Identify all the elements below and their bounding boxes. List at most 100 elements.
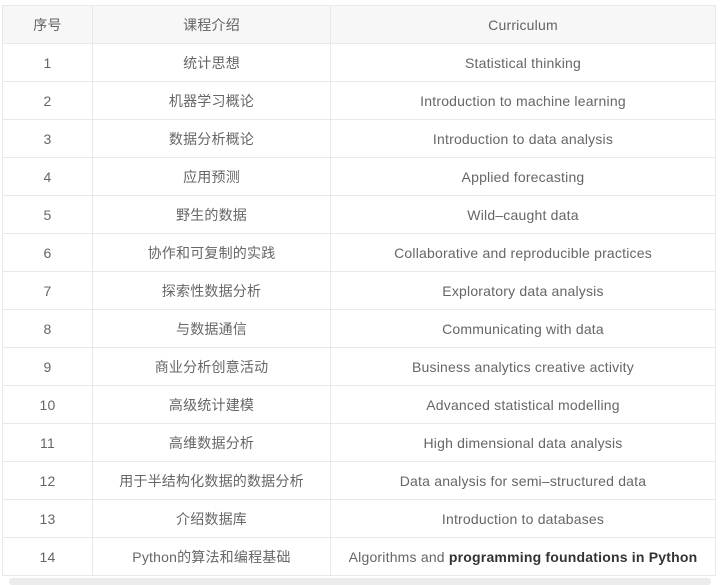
row-number-cell: 10 xyxy=(2,385,93,424)
row-number-cell-text: 9 xyxy=(43,358,52,375)
course-zh-cell: 与数据通信 xyxy=(92,309,331,348)
row-number-cell-text: 14 xyxy=(39,548,56,565)
course-zh-cell-text: 应用预测 xyxy=(183,168,240,185)
course-en-cell-text: Collaborative and reproducible practices xyxy=(394,244,652,261)
course-en-cell-text: Exploratory data analysis xyxy=(442,282,604,299)
course-zh-cell-text: 与数据通信 xyxy=(176,320,247,337)
course-zh-cell: 高维数据分析 xyxy=(92,423,331,462)
row-number-cell-text: 2 xyxy=(43,92,52,109)
course-en-cell-text: Introduction to data analysis xyxy=(432,130,614,147)
course-en-cell: Advanced statistical modelling xyxy=(330,385,716,424)
course-zh-cell-text: 商业分析创意活动 xyxy=(154,358,269,375)
course-en-cell: Exploratory data analysis xyxy=(330,271,716,310)
table-row: 13 介绍数据库 Introduction to databases xyxy=(2,499,716,538)
course-zh-cell: 野生的数据 xyxy=(92,195,331,234)
row-number-cell-text: 5 xyxy=(43,206,52,223)
row-number-cell: 8 xyxy=(2,309,93,348)
header-cell-curriculum: Curriculum xyxy=(330,5,716,44)
course-zh-cell: 介绍数据库 xyxy=(92,499,331,538)
row-number-cell-text: 6 xyxy=(43,244,52,261)
row-number-cell: 2 xyxy=(2,81,93,120)
row-number-cell: 11 xyxy=(2,423,93,462)
curriculum-table-grid: 序号 课程介绍 Curriculum 1 统计思想 Statistical thin… xyxy=(2,5,716,576)
course-en-cell: Introduction to databases xyxy=(330,499,716,538)
course-zh-cell-text: 用于半结构化数据的数据分析 xyxy=(119,472,304,489)
table-row: 11 高维数据分析 High dimensional data analysis xyxy=(2,423,716,462)
table-header-row: 序号 课程介绍 Curriculum xyxy=(2,5,716,44)
table-row: 6 协作和可复制的实践 Collaborative and reproducible… xyxy=(2,233,716,272)
course-zh-cell: Python的算法和编程基础 xyxy=(92,537,331,576)
course-zh-cell-text: 高维数据分析 xyxy=(168,434,255,451)
course-zh-cell-text: 探索性数据分析 xyxy=(161,282,262,299)
course-en-cell: High dimensional data analysis xyxy=(330,423,716,462)
course-zh-cell-text: 高级统计建模 xyxy=(168,396,255,413)
row-number-cell-text: 3 xyxy=(43,130,52,147)
row-number-cell-text: 1 xyxy=(43,54,52,71)
row-number-cell-text: 12 xyxy=(39,472,56,489)
course-zh-cell: 高级统计建模 xyxy=(92,385,331,424)
row-number-cell: 12 xyxy=(2,461,93,500)
course-en-cell: Business analytics creative activity xyxy=(330,347,716,386)
course-zh-cell-text: 协作和可复制的实践 xyxy=(147,244,276,261)
bottom-page-edge xyxy=(9,578,711,585)
course-zh-cell-text: 数据分析概论 xyxy=(168,130,255,147)
course-zh-cell: 数据分析概论 xyxy=(92,119,331,158)
course-en-cell-text: Wild–caught data xyxy=(467,206,579,223)
table-row: 14 Python的算法和编程基础 Algorithms and programmi… xyxy=(2,537,716,576)
course-en-cell: Communicating with data xyxy=(330,309,716,348)
table-row: 5 野生的数据 Wild–caught data xyxy=(2,195,716,234)
course-en-cell-text: Applied forecasting xyxy=(461,168,585,185)
row-number-cell: 9 xyxy=(2,347,93,386)
course-en-cell: Statistical thinking xyxy=(330,43,716,82)
course-en-cell: Introduction to machine learning xyxy=(330,81,716,120)
table-row: 7 探索性数据分析 Exploratory data analysis xyxy=(2,271,716,310)
row-number-cell: 3 xyxy=(2,119,93,158)
course-zh-cell: 协作和可复制的实践 xyxy=(92,233,331,272)
course-en-cell-text: Data analysis for semi–structured data xyxy=(399,472,647,489)
course-zh-cell: 探索性数据分析 xyxy=(92,271,331,310)
course-zh-cell: 用于半结构化数据的数据分析 xyxy=(92,461,331,500)
curriculum-table: 序号 课程介绍 Curriculum 1 统计思想 Statistical thin… xyxy=(2,5,716,576)
table-row: 8 与数据通信 Communicating with data xyxy=(2,309,716,348)
course-en-cell-text: Advanced statistical modelling xyxy=(426,396,620,413)
course-en-bold-text: programming foundations in Python xyxy=(448,548,698,565)
course-zh-cell: 商业分析创意活动 xyxy=(92,347,331,386)
course-zh-cell-text: 野生的数据 xyxy=(176,206,247,223)
course-zh-cell-text: 介绍数据库 xyxy=(176,510,247,527)
header-cell-index: 序号 xyxy=(2,5,93,44)
course-zh-cell: 统计思想 xyxy=(92,43,331,82)
course-en-cell-text: Communicating with data xyxy=(442,320,604,337)
row-number-cell: 4 xyxy=(2,157,93,196)
course-zh-cell-text: 机器学习概论 xyxy=(168,92,255,109)
course-en-cell-text: Statistical thinking xyxy=(464,54,582,71)
course-en-cell: Data analysis for semi–structured data xyxy=(330,461,716,500)
table-row: 12 用于半结构化数据的数据分析 Data analysis for semi–st… xyxy=(2,461,716,500)
row-number-cell: 6 xyxy=(2,233,93,272)
course-en-cell-text: High dimensional data analysis xyxy=(423,434,623,451)
course-zh-cell-text: 统计思想 xyxy=(183,54,240,71)
row-number-cell: 1 xyxy=(2,43,93,82)
table-row: 9 商业分析创意活动 Business analytics creative act… xyxy=(2,347,716,386)
row-number-cell-text: 4 xyxy=(43,168,52,185)
course-en-cell-text: Business analytics creative activity xyxy=(412,358,634,375)
course-en-cell: Introduction to data analysis xyxy=(330,119,716,158)
course-en-cell-text: Algorithms and xyxy=(348,548,449,565)
row-number-cell: 13 xyxy=(2,499,93,538)
course-zh-cell: 应用预测 xyxy=(92,157,331,196)
row-number-cell-text: 10 xyxy=(39,396,56,413)
table-row: 2 机器学习概论 Introduction to machine learning xyxy=(2,81,716,120)
course-en-cell: Applied forecasting xyxy=(330,157,716,196)
course-en-cell-text: Introduction to machine learning xyxy=(420,92,626,109)
table-row: 3 数据分析概论 Introduction to data analysis xyxy=(2,119,716,158)
row-number-cell-text: 11 xyxy=(40,434,55,451)
header-cell-course-zh: 课程介绍 xyxy=(92,5,331,44)
table-row: 4 应用预测 Applied forecasting xyxy=(2,157,716,196)
row-number-cell: 7 xyxy=(2,271,93,310)
course-en-cell: Algorithms and programming foundations i… xyxy=(330,537,716,576)
table-row: 1 统计思想 Statistical thinking xyxy=(2,43,716,82)
table-row: 10 高级统计建模 Advanced statistical modelling xyxy=(2,385,716,424)
course-en-cell: Collaborative and reproducible practices xyxy=(330,233,716,272)
row-number-cell: 14 xyxy=(2,537,93,576)
row-number-cell-text: 7 xyxy=(43,282,52,299)
row-number-cell: 5 xyxy=(2,195,93,234)
